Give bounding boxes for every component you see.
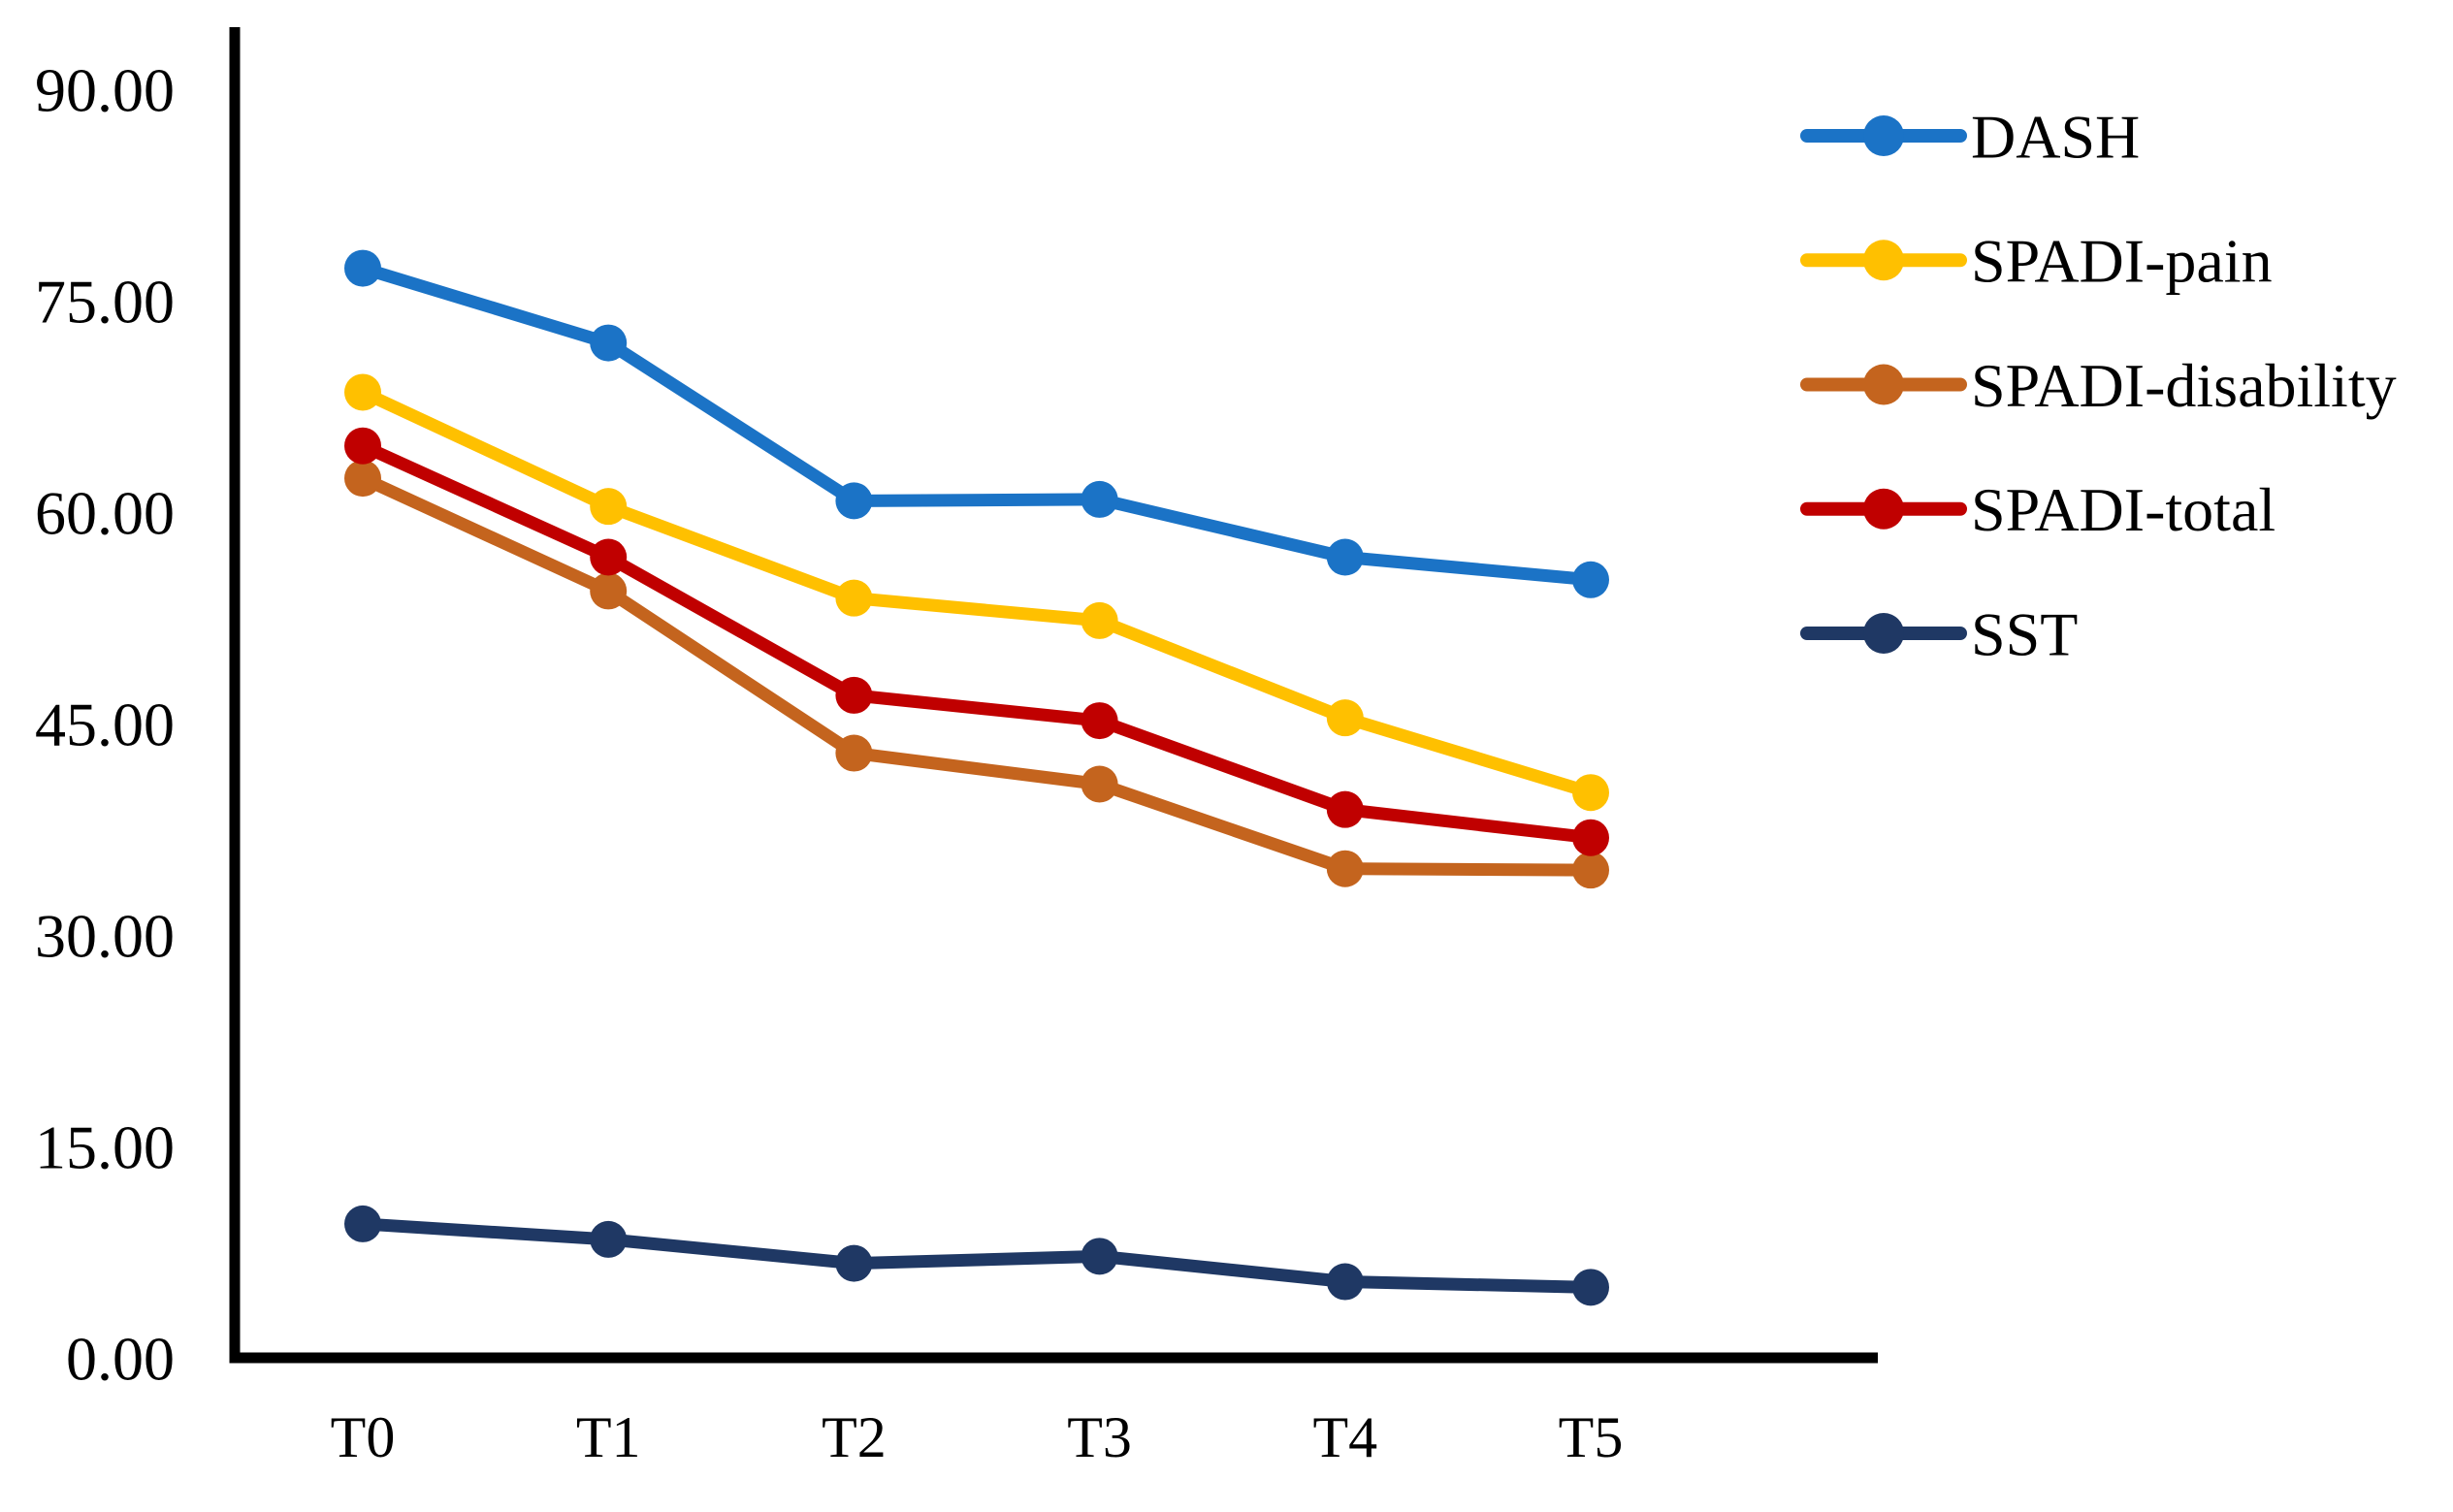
data-point-marker-dash-t1 bbox=[590, 324, 628, 362]
data-point-marker-dash-t0 bbox=[344, 249, 381, 287]
data-point-marker-spadi-disability-t0 bbox=[344, 460, 381, 498]
data-point-marker-sst-t5 bbox=[1572, 1269, 1609, 1306]
data-point-marker-sst-t1 bbox=[590, 1220, 628, 1258]
data-point-marker-spadi-pain-t0 bbox=[344, 373, 381, 411]
series-line-spadi-pain bbox=[356, 385, 1598, 799]
data-point-marker-spadi-pain-t2 bbox=[835, 579, 873, 617]
x-tick-label: T0 bbox=[331, 1405, 396, 1469]
data-point-marker-spadi-total-t1 bbox=[590, 538, 628, 576]
data-point-marker-sst-t3 bbox=[1081, 1238, 1118, 1275]
data-point-marker-spadi-disability-t5 bbox=[1572, 852, 1609, 889]
data-point-marker-dash-t4 bbox=[1326, 538, 1364, 576]
y-tick-label: 0.00 bbox=[66, 1324, 175, 1393]
data-point-marker-spadi-total-t4 bbox=[1326, 790, 1364, 828]
legend-label-dash: DASH bbox=[1971, 102, 2140, 171]
x-tick-label: T5 bbox=[1559, 1405, 1624, 1469]
legend-label-spadi-disability: SPADI-disability bbox=[1971, 351, 2397, 420]
y-tick-label: 30.00 bbox=[35, 901, 175, 970]
series-line-spadi-disability bbox=[356, 471, 1598, 877]
data-point-marker-dash-t3 bbox=[1081, 480, 1118, 518]
data-point-marker-spadi-disability-t4 bbox=[1326, 850, 1364, 887]
series-line-spadi-total bbox=[356, 439, 1598, 845]
x-tick-label: T2 bbox=[822, 1405, 887, 1469]
y-tick-label: 75.00 bbox=[35, 267, 175, 336]
series-line-sst bbox=[356, 1217, 1598, 1294]
series-line-dash bbox=[356, 262, 1598, 587]
data-point-marker-spadi-disability-t1 bbox=[590, 572, 628, 610]
legend-swatch-marker-spadi-disability bbox=[1863, 364, 1904, 405]
legend-label-spadi-total: SPADI-total bbox=[1971, 475, 2275, 544]
data-point-marker-dash-t5 bbox=[1572, 561, 1609, 598]
data-point-marker-sst-t4 bbox=[1326, 1263, 1364, 1301]
y-tick-label: 60.00 bbox=[35, 478, 175, 547]
legend-swatch-marker-sst bbox=[1863, 613, 1904, 654]
data-point-marker-spadi-pain-t1 bbox=[590, 488, 628, 526]
data-point-marker-spadi-pain-t4 bbox=[1326, 699, 1364, 737]
x-tick-label: T1 bbox=[576, 1405, 641, 1469]
data-point-marker-sst-t0 bbox=[344, 1205, 381, 1242]
x-tick-label: T3 bbox=[1067, 1405, 1132, 1469]
data-point-marker-spadi-total-t0 bbox=[344, 427, 381, 465]
data-point-marker-spadi-pain-t5 bbox=[1572, 774, 1609, 812]
legend-label-spadi-pain: SPADI-pain bbox=[1971, 227, 2273, 296]
data-point-marker-spadi-disability-t2 bbox=[835, 734, 873, 772]
data-point-marker-spadi-total-t3 bbox=[1081, 702, 1118, 740]
data-point-marker-spadi-disability-t3 bbox=[1081, 765, 1118, 803]
y-tick-label: 45.00 bbox=[35, 690, 175, 758]
legend-label-sst: SST bbox=[1971, 599, 2078, 668]
data-point-marker-spadi-total-t5 bbox=[1572, 819, 1609, 856]
data-point-marker-dash-t2 bbox=[835, 482, 873, 520]
data-point-marker-sst-t2 bbox=[835, 1244, 873, 1282]
data-point-marker-spadi-pain-t3 bbox=[1081, 601, 1118, 639]
y-tick-label: 15.00 bbox=[35, 1112, 175, 1181]
legend-swatch-marker-dash bbox=[1863, 115, 1904, 156]
legend-swatch-marker-spadi-pain bbox=[1863, 240, 1904, 281]
data-point-marker-spadi-total-t2 bbox=[835, 676, 873, 714]
y-tick-label: 90.00 bbox=[35, 55, 175, 124]
x-tick-label: T4 bbox=[1312, 1405, 1377, 1469]
legend-swatch-marker-spadi-total bbox=[1863, 488, 1904, 530]
